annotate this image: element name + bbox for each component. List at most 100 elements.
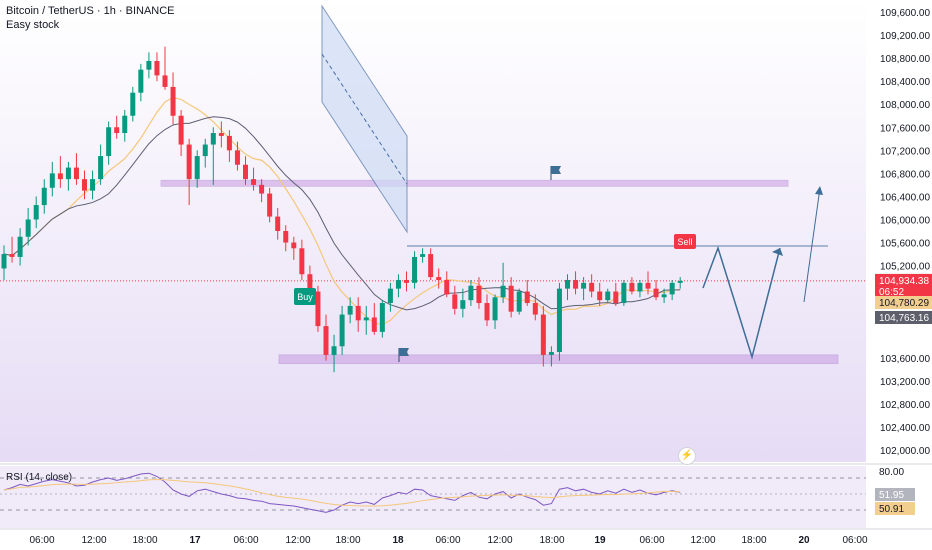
time-tick-label: 18:00: [335, 535, 360, 546]
candle-body: [275, 216, 281, 231]
candle-body: [146, 60, 152, 70]
rsi-title: RSI (14, close): [6, 472, 73, 483]
ma-slow-price-box: [875, 311, 932, 324]
last-price-label: 104,934.38: [879, 276, 929, 287]
candle-body: [548, 352, 554, 355]
candle-body: [573, 279, 579, 289]
price-tick-label: 105,200.00: [880, 262, 930, 273]
candle-body: [452, 294, 458, 309]
candle-body: [90, 179, 96, 191]
time-tick-label: 18:00: [741, 535, 766, 546]
time-tick-label: 18:00: [132, 535, 157, 546]
candle-body: [589, 282, 595, 292]
candle-body: [57, 173, 63, 180]
time-tick-label: 18:00: [539, 535, 564, 546]
candle-body: [202, 144, 208, 157]
candle-body: [194, 156, 200, 180]
candle-body: [315, 291, 321, 327]
chart-header: Bitcoin / TetherUS · 1h · BINANCE Easy s…: [6, 4, 175, 32]
price-tick-label: 106,000.00: [880, 215, 930, 226]
time-tick-label: 12:00: [81, 535, 106, 546]
ma-slow-line: [3, 116, 681, 311]
candle-body: [154, 60, 160, 76]
time-tick-label: 20: [798, 535, 810, 546]
candle-body: [347, 305, 353, 315]
time-tick-label: 06:00: [842, 535, 867, 546]
price-tick-label: 102,000.00: [880, 446, 930, 457]
candle-body: [484, 303, 490, 321]
candle-body: [460, 300, 466, 309]
candle-body: [210, 133, 216, 145]
time-tick-label: 12:00: [487, 535, 512, 546]
channel-midline: [321, 53, 408, 185]
candle-body: [186, 144, 192, 180]
time-tick-label: 12:00: [285, 535, 310, 546]
time-tick-label: 17: [189, 535, 201, 546]
price-tick-label: 106,400.00: [880, 192, 930, 203]
candle-body: [73, 167, 79, 180]
price-tick-label: 107,600.00: [880, 123, 930, 134]
candle-body: [178, 115, 184, 145]
candle-body: [581, 282, 587, 289]
last-price-box: [875, 273, 932, 298]
candle-body: [436, 277, 442, 280]
candle-body: [114, 127, 120, 134]
candle-body: [130, 92, 136, 116]
candle-body: [661, 294, 667, 298]
time-tick-label: 12:00: [690, 535, 715, 546]
candle-body: [468, 285, 474, 301]
candle-body: [653, 288, 659, 298]
candle-body: [49, 173, 55, 188]
time-tick-label: 06:00: [233, 535, 258, 546]
candle-body: [645, 282, 651, 289]
time-tick-label: 06:00: [435, 535, 460, 546]
indicator-name: Easy stock: [6, 19, 60, 31]
rsi-ma-value-label: 50.91: [879, 504, 904, 515]
price-tick-label: 102,400.00: [880, 423, 930, 434]
candle-body: [371, 317, 377, 332]
candle-body: [420, 254, 426, 257]
support-zone: [278, 354, 839, 364]
price-tick-label: 108,400.00: [880, 77, 930, 88]
candle-body: [428, 254, 434, 278]
target-arrow: [803, 187, 821, 303]
candle-body: [540, 314, 546, 355]
candle-body: [532, 303, 538, 315]
candle-body: [637, 282, 643, 292]
candle-body: [556, 288, 562, 353]
buy-signal-badge: [294, 288, 316, 305]
candle-body: [218, 133, 224, 136]
candle-body: [613, 291, 619, 304]
ma-fast-price-label: 104,780.29: [879, 298, 929, 309]
price-tick-label: 103,200.00: [880, 377, 930, 388]
time-tick-label: 06:00: [639, 535, 664, 546]
candle-body: [387, 288, 393, 304]
rsi-background: [0, 466, 866, 528]
candle-body: [122, 115, 128, 134]
price-tick-label: 102,800.00: [880, 400, 930, 411]
chart-background: [0, 0, 866, 462]
buy-signal-label: Buy: [297, 292, 313, 302]
candle-body: [106, 127, 112, 157]
target-arrowhead: [815, 186, 823, 195]
candle-body: [412, 256, 418, 283]
candle-body: [33, 205, 39, 220]
time-tick-label: 19: [594, 535, 606, 546]
lightning-icon[interactable]: ⚡: [678, 447, 696, 465]
candle-body: [476, 285, 482, 304]
candle-body: [605, 291, 611, 301]
sell-signal-label: Sell: [677, 237, 692, 247]
candle-body: [363, 317, 369, 321]
candle-body: [283, 231, 289, 243]
candle-body: [291, 242, 297, 249]
flag-icon: [399, 348, 409, 356]
candle-body: [307, 274, 313, 292]
candle-body: [299, 248, 305, 275]
candle-body: [339, 314, 345, 347]
candle-body: [267, 193, 273, 217]
flag-icon: [551, 166, 561, 174]
candle-body: [98, 156, 104, 180]
price-tick-label: 109,200.00: [880, 31, 930, 42]
